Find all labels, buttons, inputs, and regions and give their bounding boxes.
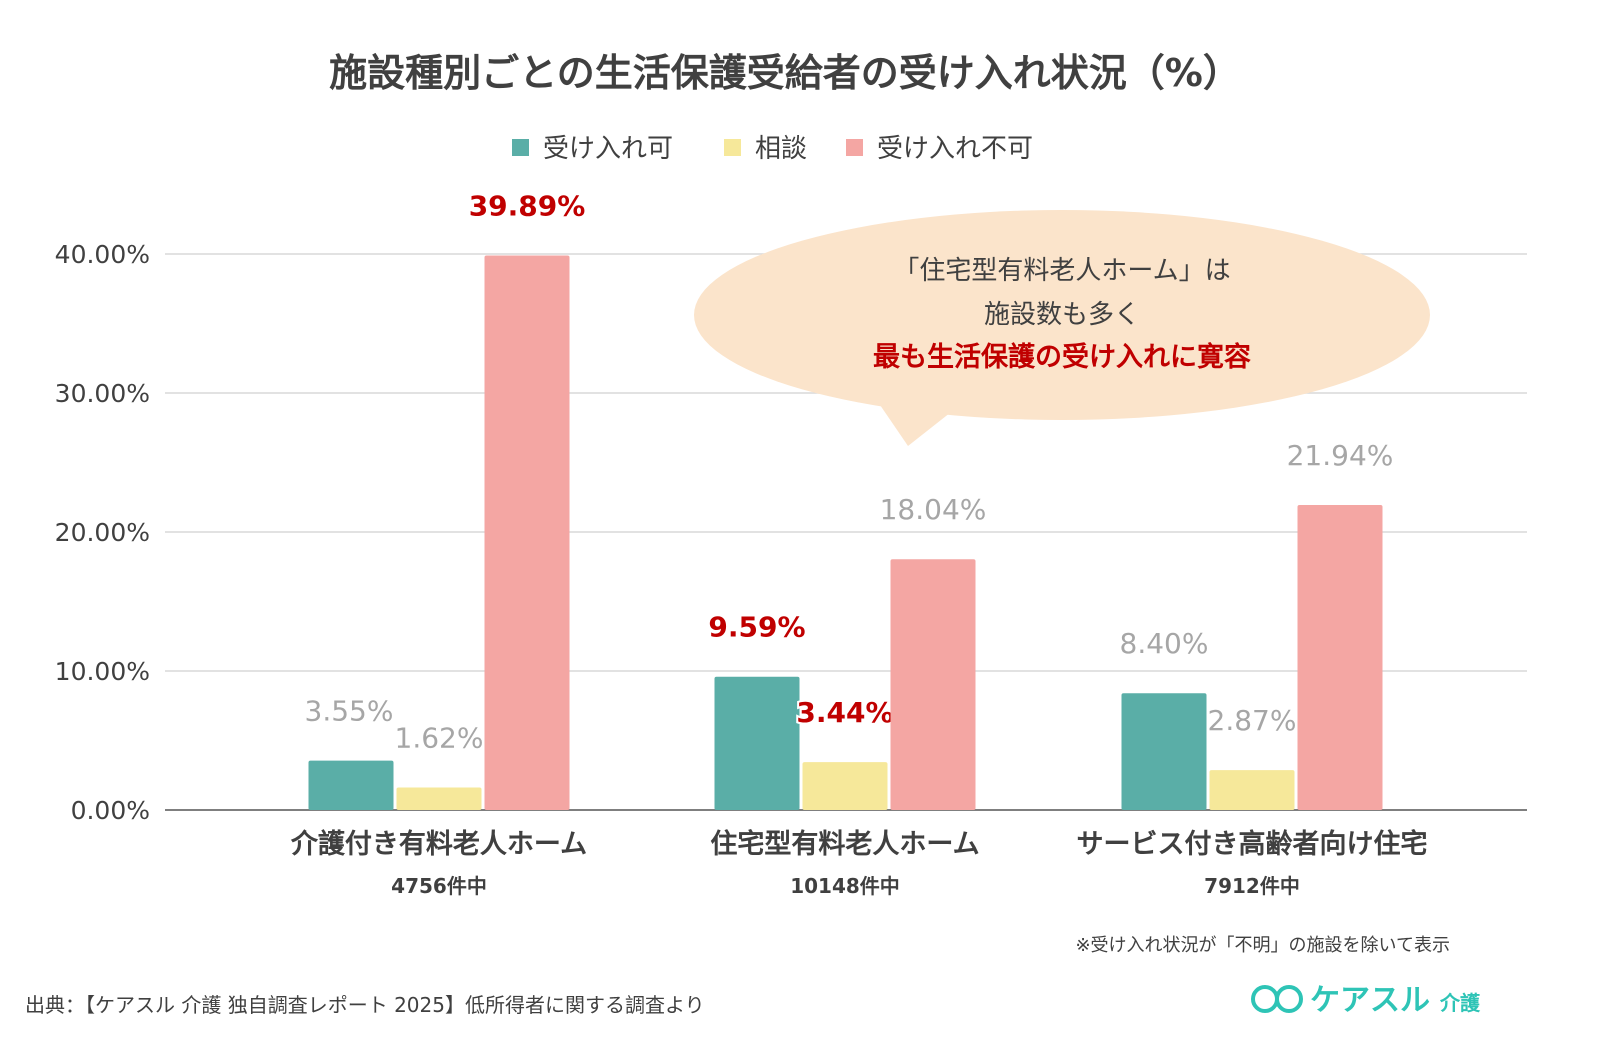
bar <box>396 787 482 810</box>
bar <box>1209 770 1295 810</box>
data-label: 8.40% <box>1120 627 1209 660</box>
bar <box>714 676 800 810</box>
callout-line3: 最も生活保護の受け入れに寛容 <box>873 341 1251 373</box>
data-label: 39.89% <box>469 190 586 223</box>
bar <box>802 762 888 810</box>
x-tick-label: 介護付き有料老人ホーム <box>290 828 587 860</box>
source-text: 出典：【ケアスル 介護 独自調査レポート 2025】低所得者に関する調査より <box>25 993 705 1017</box>
y-tick-label: 30.00% <box>55 379 150 408</box>
legend-label: 受け入れ不可 <box>877 134 1033 164</box>
callout-line2: 施設数も多く <box>984 300 1140 330</box>
footnote: ※受け入れ状況が「不明」の施設を除いて表示 <box>1075 935 1450 956</box>
y-tick-label: 0.00% <box>71 796 150 825</box>
logo-subtext: 介護 <box>1439 991 1481 1015</box>
legend: 受け入れ可 相談 受け入れ不可 <box>512 134 1033 164</box>
logo: ケアスル 介護 <box>1251 983 1481 1018</box>
y-tick-label: 40.00% <box>55 240 150 269</box>
chart-title: 施設種別ごとの生活保護受給者の受け入れ状況（%） <box>329 51 1241 95</box>
data-label: 9.59% <box>708 611 805 644</box>
logo-face-icon <box>1251 985 1279 1013</box>
data-label: 3.44% <box>796 696 893 729</box>
logo-text: ケアスル <box>1310 983 1430 1018</box>
legend-swatch <box>512 139 529 156</box>
logo-face-icon <box>1275 985 1303 1013</box>
legend-swatch <box>724 139 741 156</box>
bar <box>1121 693 1207 810</box>
x-tick-label: 住宅型有料老人ホーム <box>710 828 979 860</box>
data-label: 21.94% <box>1287 439 1394 472</box>
category-count: 7912件中 <box>1204 874 1300 898</box>
bar <box>890 559 976 810</box>
bars: 3.55%1.62% 39.89% 介護付き有料老人ホーム 4756件中 9.59% 3.… <box>290 188 1428 898</box>
callout-ellipse <box>694 210 1430 420</box>
data-label: 1.62% <box>395 721 484 754</box>
category-count: 10148件中 <box>790 874 900 898</box>
legend-swatch <box>846 139 863 156</box>
callout-line1: 「住宅型有料老人ホーム」は <box>893 256 1230 286</box>
bar <box>484 255 570 811</box>
callout-tail <box>880 405 960 446</box>
bar <box>1297 505 1383 810</box>
legend-label: 相談 <box>755 134 807 164</box>
data-label: 2.87% <box>1208 704 1297 737</box>
data-label: 3.55% <box>305 695 394 728</box>
data-label: 18.04% <box>880 493 987 526</box>
x-tick-label: サービス付き高齢者向け住宅 <box>1077 828 1428 860</box>
y-tick-label: 20.00% <box>55 518 150 547</box>
y-tick-label: 10.00% <box>55 657 150 686</box>
legend-label: 受け入れ可 <box>543 134 673 164</box>
callout-bubble: 「住宅型有料老人ホーム」は 施設数も多く 最も生活保護の受け入れに寛容 <box>694 210 1430 446</box>
category-count: 4756件中 <box>391 874 487 898</box>
bar <box>308 760 394 810</box>
